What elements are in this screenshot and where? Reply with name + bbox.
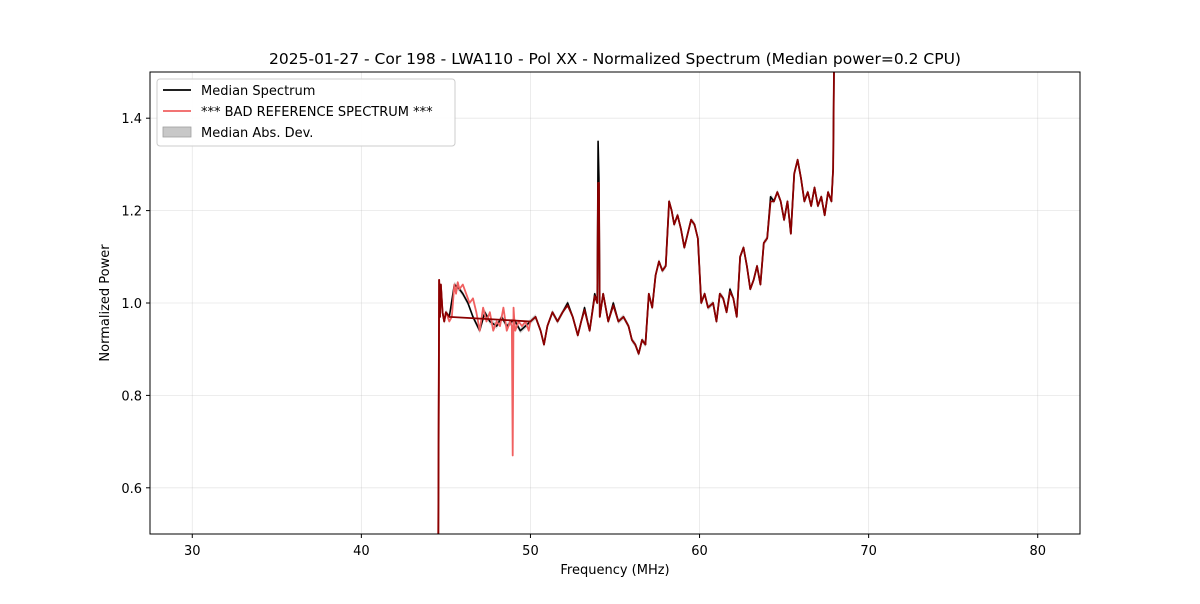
legend: Median Spectrum *** BAD REFERENCE SPECTR… [156, 78, 456, 147]
series-corrected-spectrum [437, 72, 835, 534]
x-tick-label: 70 [860, 544, 877, 559]
chart-title: 2025-01-27 - Cor 198 - LWA110 - Pol XX -… [269, 50, 961, 68]
legend-label-median: Median Spectrum [201, 84, 315, 99]
x-tick-label: 60 [691, 544, 708, 559]
legend-swatch-mad [162, 126, 192, 138]
y-tick-label: 0.6 [121, 482, 142, 497]
y-tick-label: 0.8 [121, 389, 142, 404]
x-tick-label: 80 [1029, 544, 1046, 559]
y-tick-label: 1.0 [121, 297, 142, 312]
legend-box [156, 78, 456, 147]
legend-label-mad: Median Abs. Dev. [201, 126, 313, 141]
y-axis-label: Normalized Power [98, 244, 113, 362]
x-axis-label: Frequency (MHz) [560, 563, 669, 578]
legend-label-bad-reference: *** BAD REFERENCE SPECTRUM *** [201, 105, 433, 120]
x-tick-label: 30 [184, 544, 201, 559]
y-tick-label: 1.4 [121, 112, 142, 127]
x-axis-ticks: 30 40 50 60 70 80 [184, 534, 1046, 559]
x-tick-label: 40 [353, 544, 370, 559]
series-lines [437, 72, 835, 534]
x-tick-label: 50 [522, 544, 539, 559]
y-tick-label: 1.2 [121, 205, 142, 220]
y-axis-ticks: 0.6 0.8 1.0 1.2 1.4 [121, 112, 150, 497]
